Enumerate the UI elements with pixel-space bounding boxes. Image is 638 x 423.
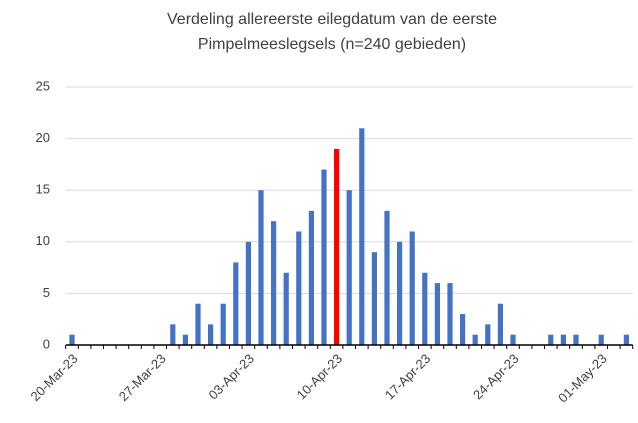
y-tick-label: 15 xyxy=(36,182,50,197)
y-tick-label: 0 xyxy=(43,336,50,351)
bar xyxy=(497,303,503,345)
chart-title: Verdeling allereerste eilegdatum van de … xyxy=(167,11,497,28)
x-tick-label: 01-May-23 xyxy=(555,351,610,406)
bar xyxy=(359,128,365,345)
x-tick-label: 03-Apr-23 xyxy=(205,351,256,402)
bar xyxy=(258,190,264,345)
bar xyxy=(409,231,415,345)
y-tick-label: 10 xyxy=(36,233,50,248)
bar xyxy=(170,324,176,345)
bar xyxy=(623,334,629,345)
bar xyxy=(422,272,428,345)
bar xyxy=(598,334,604,345)
bar xyxy=(560,334,566,345)
bar xyxy=(296,231,302,345)
bar xyxy=(460,314,466,345)
bar xyxy=(69,334,75,345)
bar xyxy=(548,334,554,345)
bar xyxy=(485,324,491,345)
bar xyxy=(384,210,390,345)
bar xyxy=(283,272,289,345)
bar xyxy=(271,221,277,345)
bar xyxy=(397,241,403,345)
bar xyxy=(195,303,201,345)
y-tick-label: 20 xyxy=(36,130,50,145)
bar xyxy=(245,241,251,345)
bar xyxy=(308,210,314,345)
bar xyxy=(346,190,352,345)
bar xyxy=(321,169,327,345)
bar xyxy=(434,283,440,345)
x-tick-label: 17-Apr-23 xyxy=(382,351,433,402)
y-tick-label: 5 xyxy=(43,285,50,300)
x-tick-label: 24-Apr-23 xyxy=(470,351,521,402)
bar xyxy=(573,334,579,345)
x-tick-label: 27-Mar-23 xyxy=(116,351,169,404)
bar xyxy=(208,324,214,345)
x-tick-label: 20-Mar-23 xyxy=(28,351,81,404)
bar xyxy=(510,334,516,345)
y-tick-label: 25 xyxy=(36,78,50,93)
bar xyxy=(220,303,226,345)
chart-title: Pimpelmeeslegsels (n=240 gebieden) xyxy=(198,36,466,53)
bar xyxy=(182,334,188,345)
bar xyxy=(233,262,239,345)
bar xyxy=(334,148,340,345)
bar xyxy=(371,252,377,345)
x-tick-label: 10-Apr-23 xyxy=(294,351,345,402)
bar xyxy=(447,283,453,345)
bar xyxy=(472,334,478,345)
